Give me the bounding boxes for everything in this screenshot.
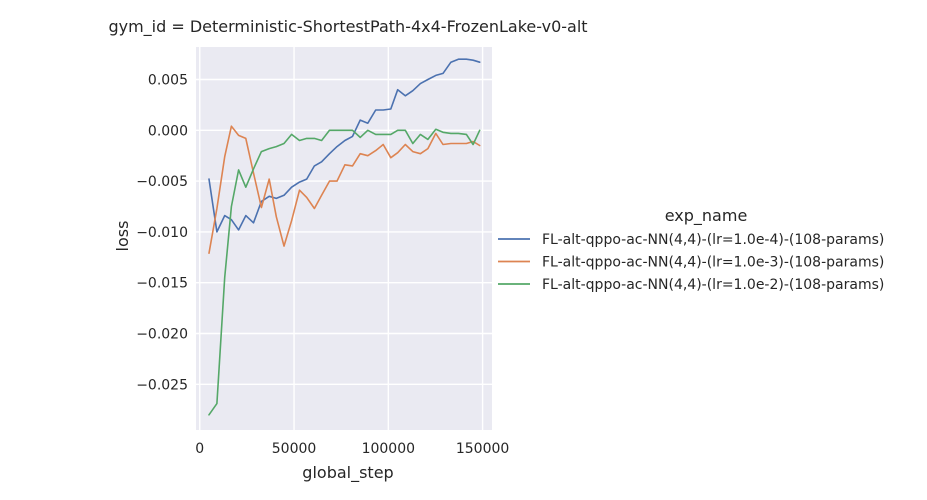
y-tick-label: 0.005: [148, 73, 188, 89]
y-tick-label: −0.020: [136, 326, 188, 342]
x-tick-label: 150000: [456, 441, 509, 457]
chart-title: gym_id = Deterministic-ShortestPath-4x4-…: [108, 17, 587, 37]
y-tick-label: −0.015: [136, 276, 188, 292]
x-gridlines: [199, 47, 484, 430]
series-line-1: [208, 58, 481, 233]
legend: exp_name FL-alt-qppo-ac-NN(4,4)-(lr=1.0e…: [498, 206, 884, 293]
x-axis-label: global_step: [302, 463, 393, 483]
x-tick-labels: 0 50000 100000 150000: [195, 441, 509, 457]
y-axis-label: loss: [113, 221, 132, 252]
y-tick-label: −0.005: [136, 174, 188, 190]
legend-title: exp_name: [665, 206, 748, 226]
y-tick-label: 0.000: [148, 123, 188, 139]
legend-items: FL-alt-qppo-ac-NN(4,4)-(lr=1.0e-4)-(108-…: [498, 232, 884, 293]
y-gridlines: [196, 78, 492, 385]
legend-label: FL-alt-qppo-ac-NN(4,4)-(lr=1.0e-2)-(108-…: [542, 277, 884, 293]
legend-label: FL-alt-qppo-ac-NN(4,4)-(lr=1.0e-3)-(108-…: [542, 255, 884, 271]
series-line-2: [208, 125, 481, 254]
plot-background: [196, 47, 492, 430]
series-layer: [208, 58, 481, 416]
x-tick-label: 0: [195, 441, 204, 457]
y-tick-labels: −0.025 −0.020 −0.015 −0.010 −0.005 0.000 0.005: [136, 73, 188, 394]
x-tick-label: 50000: [272, 441, 317, 457]
y-tick-label: −0.010: [136, 225, 188, 241]
x-tick-label: 100000: [362, 441, 415, 457]
series-line-3: [208, 128, 481, 416]
y-tick-label: −0.025: [136, 377, 188, 393]
legend-label: FL-alt-qppo-ac-NN(4,4)-(lr=1.0e-4)-(108-…: [542, 232, 884, 248]
